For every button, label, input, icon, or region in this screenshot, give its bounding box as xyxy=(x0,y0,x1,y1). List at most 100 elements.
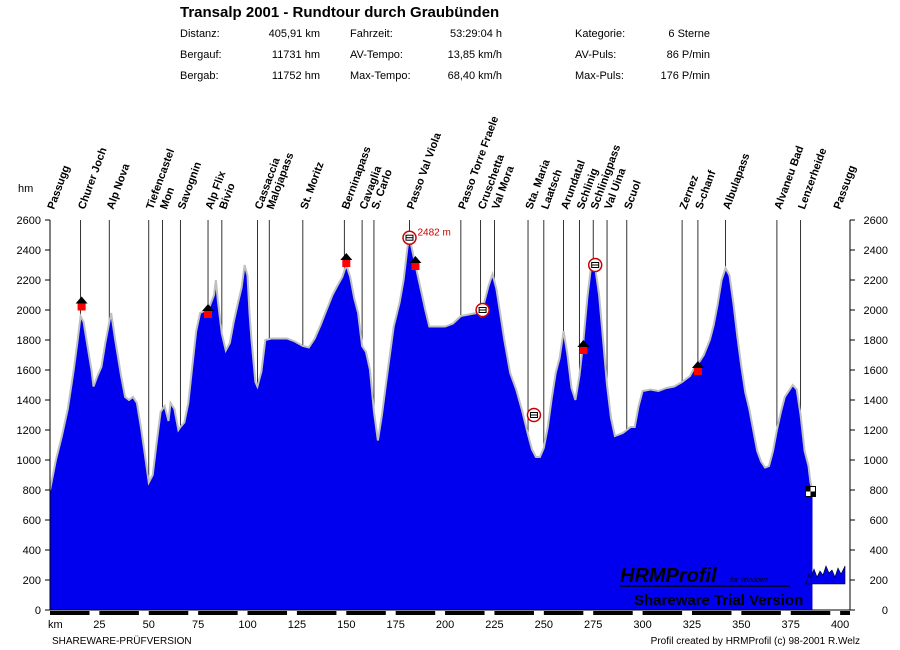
x-axis-band xyxy=(642,611,683,615)
x-axis-band xyxy=(247,611,288,615)
stop-icon xyxy=(526,407,542,423)
x-tick-label: 100 xyxy=(238,619,256,631)
shareware-watermark: HRMProfil for Windows Shareware Trial Ve… xyxy=(620,565,846,609)
markers: 2482 m xyxy=(75,228,816,497)
stat-value: 86 P/min xyxy=(666,49,710,61)
stat-value: 176 P/min xyxy=(660,70,710,82)
y-tick-label-right: 600 xyxy=(870,515,888,527)
hut-icon xyxy=(340,253,353,267)
peak-altitude-label: 2482 m xyxy=(418,228,451,239)
stat-label: Bergab: xyxy=(180,70,219,82)
stop-icon xyxy=(587,257,603,273)
y-tick-label-right: 1800 xyxy=(864,335,888,347)
x-tick-label: 325 xyxy=(683,619,701,631)
x-tick-label: 25 xyxy=(93,619,105,631)
stats-col3-labels: Kategorie: AV-Puls: Max-Puls: xyxy=(575,24,625,87)
y-tick-label-right: 1000 xyxy=(864,455,888,467)
hut-icon xyxy=(202,304,215,318)
x-axis-band xyxy=(445,611,485,615)
x-axis-band xyxy=(494,611,534,615)
elevation-area xyxy=(50,237,813,610)
y-tick-label-right: 200 xyxy=(870,575,888,587)
stats-col1-values: 405,91 km 11731 hm 11752 hm xyxy=(240,24,320,87)
x-axis-band xyxy=(296,611,337,615)
waypoint-label: Passugg xyxy=(832,164,859,211)
y-tick-label-left: 2400 xyxy=(17,245,41,257)
y-tick-label-right: 2600 xyxy=(864,215,888,227)
y-tick-label-left: 2000 xyxy=(17,305,41,317)
y-tick-label-left: 800 xyxy=(23,485,41,497)
x-tick-label: 75 xyxy=(192,619,204,631)
waypoint-label: Albulapass xyxy=(721,152,752,211)
stat-label: Kategorie: xyxy=(575,28,626,40)
x-axis-band xyxy=(840,611,850,615)
stat-label: Bergauf: xyxy=(180,49,222,61)
stat-value: 68,40 km/h xyxy=(447,70,502,82)
y-tick-label-left: 200 xyxy=(23,575,41,587)
y-tick-label-right: 1600 xyxy=(864,365,888,377)
stat-label: Max-Tempo: xyxy=(350,70,411,82)
x-tick-label: 275 xyxy=(584,619,602,631)
x-axis-band xyxy=(99,611,139,615)
y-axis-right: 0 200 400 600 800 1000 1200 1400 1600 1800 2000 220… xyxy=(850,215,888,617)
footer-right: Profil created by HRMProfil (c) 98-2001 … xyxy=(650,636,860,647)
x-tick-label: 375 xyxy=(782,619,800,631)
y-tick-label-right: 2400 xyxy=(864,245,888,257)
y-tick-label-right: 400 xyxy=(870,545,888,557)
y-tick-label-left: 1600 xyxy=(17,365,41,377)
stats-col1-labels: Distanz: Bergauf: Bergab: xyxy=(180,24,222,87)
stats-col3-values: 6 Sterne 86 P/min 176 P/min xyxy=(630,24,710,87)
y-axis-left: hm 0 200 400 600 800 1000 1200 1400 1600 1800 2000 2… xyxy=(17,183,50,617)
plot-frame xyxy=(49,220,851,611)
stat-value: 53:29:04 h xyxy=(450,28,502,40)
footer-left: SHAREWARE-PRÜFVERSION xyxy=(52,636,192,647)
hut-icon xyxy=(577,340,590,354)
y-tick-label-left: 0 xyxy=(35,605,41,617)
waypoint-label: St. Moritz xyxy=(298,160,326,211)
y-tick-label-left: 600 xyxy=(23,515,41,527)
x-axis-band xyxy=(346,611,386,615)
x-axis: km 25 50 75 100 125 150 175 200 225 250 275 300 325 35… xyxy=(48,611,850,631)
x-axis-band xyxy=(543,611,584,615)
x-axis-band xyxy=(593,611,633,615)
stat-label: AV-Puls: xyxy=(575,49,617,61)
x-axis-band xyxy=(198,611,238,615)
x-axis-band xyxy=(691,611,732,615)
watermark-suffix: for Windows xyxy=(730,577,769,584)
chart-title: Transalp 2001 - Rundtour durch Graubünde… xyxy=(180,4,500,21)
waypoint-label: Passo Val Viola xyxy=(405,130,444,211)
watermark-mini-profile-icon xyxy=(805,565,846,585)
y-tick-label-right: 2000 xyxy=(864,305,888,317)
stats-col2-values: 53:29:04 h 13,85 km/h 68,40 km/h xyxy=(420,24,502,87)
x-tick-label: 225 xyxy=(485,619,503,631)
x-tick-label: 150 xyxy=(337,619,355,631)
hut-icon xyxy=(409,256,422,270)
waypoint-label: S-chanf xyxy=(693,169,718,211)
x-tick-label: 175 xyxy=(386,619,404,631)
finish-flag-icon xyxy=(804,486,816,497)
watermark-line2: Shareware Trial Version xyxy=(634,592,803,609)
x-tick-label: 200 xyxy=(436,619,454,631)
stat-value: 6 Sterne xyxy=(668,28,710,40)
stat-value: 405,91 km xyxy=(268,28,320,40)
y-tick-label-right: 0 xyxy=(882,605,888,617)
watermark-brand: HRMProfil xyxy=(620,565,717,587)
waypoint-label: Passugg xyxy=(46,164,73,211)
y-tick-label-left: 2600 xyxy=(17,215,41,227)
stats-col2-labels: Fahrzeit: AV-Tempo: Max-Tempo: xyxy=(350,24,411,87)
x-tick-label: 50 xyxy=(143,619,155,631)
stat-label: Fahrzeit: xyxy=(350,28,393,40)
stat-value: 13,85 km/h xyxy=(447,49,502,61)
y-tick-label-left: 1800 xyxy=(17,335,41,347)
elevation-outline xyxy=(49,237,814,491)
hut-icon xyxy=(691,361,704,375)
summit-icon xyxy=(402,230,417,245)
x-axis-band xyxy=(790,611,831,615)
y-tick-label-left: 1000 xyxy=(17,455,41,467)
y-tick-label-left: 1200 xyxy=(17,425,41,437)
x-axis-band xyxy=(395,611,436,615)
y-tick-label-right: 2200 xyxy=(864,275,888,287)
y-tick-label-left: 2200 xyxy=(17,275,41,287)
